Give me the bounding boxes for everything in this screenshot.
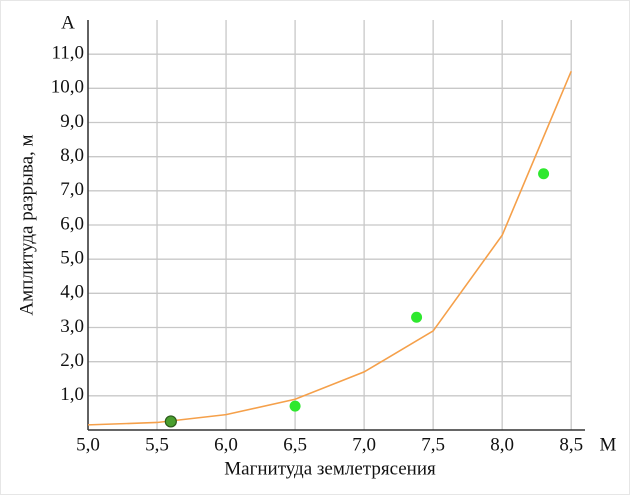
y-tick-label: 10,0 — [51, 77, 84, 98]
y-tick-label: 2,0 — [60, 350, 84, 371]
data-point — [411, 311, 423, 323]
x-axis-label: Магнитуда землетрясения — [224, 458, 436, 479]
x-axis-name: M — [600, 434, 617, 455]
y-tick-label: 1,0 — [60, 384, 84, 405]
y-axis-name: A — [61, 12, 75, 33]
y-tick-label: 8,0 — [60, 145, 84, 166]
x-tick-label: 5,0 — [76, 434, 100, 455]
x-tick-label: 5,5 — [145, 434, 169, 455]
y-tick-label: 11,0 — [51, 43, 84, 64]
y-axis-label: Амплитуда разрыва, м — [16, 134, 37, 315]
y-tick-label: 5,0 — [60, 248, 84, 269]
x-tick-label: 6,0 — [214, 434, 238, 455]
x-tick-label: 8,0 — [490, 434, 514, 455]
x-tick-label: 7,5 — [421, 434, 445, 455]
y-tick-label: 7,0 — [60, 179, 84, 200]
y-tick-label: 3,0 — [60, 316, 84, 337]
y-tick-label: 6,0 — [60, 213, 84, 234]
data-point — [538, 168, 550, 180]
y-tick-label: 4,0 — [60, 282, 84, 303]
y-tick-label: 9,0 — [60, 111, 84, 132]
x-tick-label: 6,5 — [283, 434, 307, 455]
x-tick-label: 7,0 — [352, 434, 376, 455]
x-tick-label: 8,5 — [559, 434, 583, 455]
data-point — [164, 415, 177, 428]
data-point — [289, 400, 301, 412]
